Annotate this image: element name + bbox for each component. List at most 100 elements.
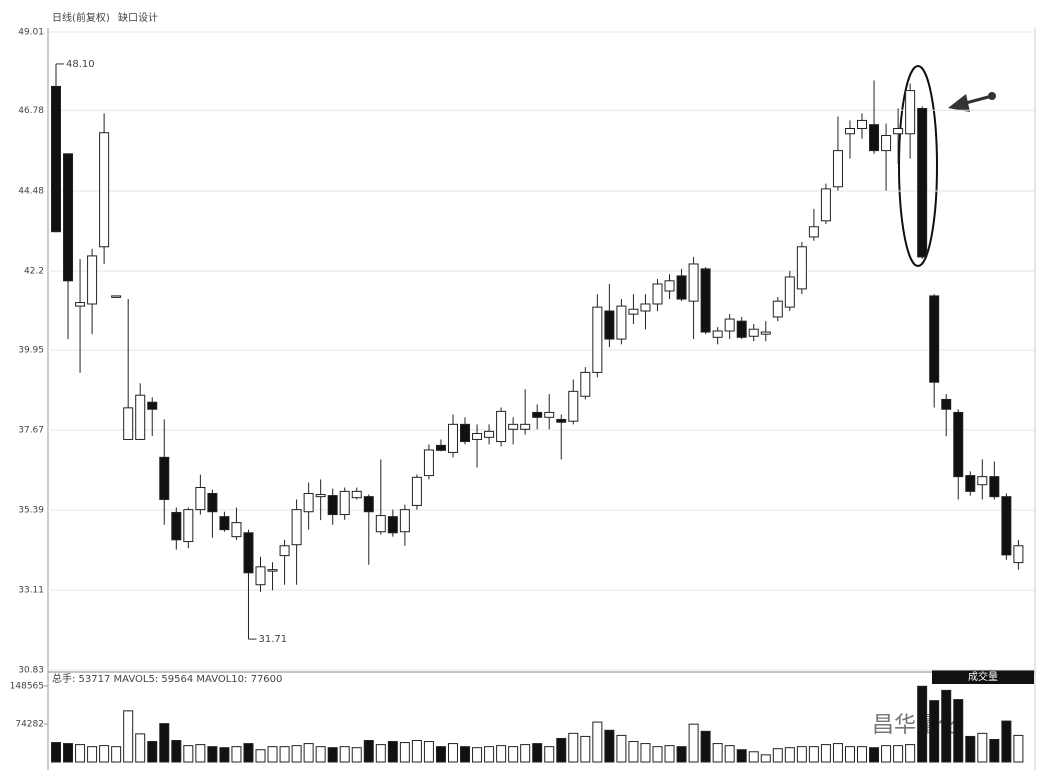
y-tick-label: 30.83	[18, 666, 44, 676]
volume-bar	[279, 746, 290, 763]
volume-bar	[447, 743, 458, 763]
volume-bar	[953, 699, 964, 763]
y-tick-label: 39.95	[18, 345, 44, 355]
candle-body	[832, 150, 843, 188]
candle-body	[508, 423, 519, 430]
volume-bar	[676, 746, 687, 763]
volume-bar	[784, 747, 795, 763]
volume-bar	[520, 744, 531, 763]
volume-bar	[640, 743, 651, 763]
volume-bar	[772, 748, 783, 763]
candle-body	[399, 509, 410, 533]
volume-bar	[760, 754, 771, 763]
candle-body	[363, 496, 374, 513]
annotation: 48.10	[66, 59, 95, 70]
volume-bar	[207, 746, 218, 763]
volume-bar	[628, 741, 639, 763]
candle-body	[111, 295, 122, 298]
candle-body	[664, 280, 675, 292]
candle-body	[760, 331, 771, 335]
candle-body	[1001, 496, 1012, 556]
volume-bar	[580, 735, 591, 763]
candle-body	[772, 300, 783, 318]
volume-bar	[941, 689, 952, 763]
arrow-dot	[988, 92, 996, 100]
volume-bar	[484, 746, 495, 763]
candle-body	[387, 516, 398, 534]
candle-body	[700, 268, 711, 333]
candle-body	[435, 444, 446, 451]
candle-body	[51, 85, 61, 233]
candle-body	[327, 495, 338, 516]
candle-body	[339, 490, 350, 516]
candle-body	[857, 119, 868, 130]
volume-bar	[664, 745, 675, 763]
candle-body	[977, 476, 988, 486]
volume-bar	[363, 740, 374, 763]
volume-header: 总手: 53717 MAVOL5: 59564 MAVOL10: 77600	[52, 672, 282, 685]
candle-body	[87, 255, 98, 305]
candle-body	[375, 515, 386, 533]
volume-bar	[183, 745, 194, 763]
candle-body	[135, 394, 146, 440]
volume-bar	[460, 746, 471, 763]
candle-body	[941, 398, 952, 410]
volume-bar	[917, 685, 928, 763]
volume-bar	[652, 746, 663, 763]
candle-body	[520, 423, 531, 430]
y-tick-label: 33.11	[18, 585, 44, 595]
candle-body	[291, 509, 302, 546]
volume-bar	[496, 745, 507, 763]
candle-body	[447, 423, 458, 453]
volume-bar	[568, 732, 579, 763]
volume-bar	[267, 746, 278, 763]
volume-bar	[291, 745, 302, 763]
volume-bar	[75, 744, 86, 763]
volume-bar	[303, 743, 314, 763]
volume-bar	[87, 746, 98, 763]
label-box	[932, 670, 1034, 684]
candle-body	[556, 418, 567, 423]
annotation: 31.71	[258, 634, 287, 645]
candle-body	[652, 283, 663, 305]
volume-bar	[135, 733, 146, 763]
chart-title: 日线(前复权)	[52, 11, 110, 24]
volume-bar	[893, 745, 904, 763]
candle-body	[315, 494, 326, 498]
volume-bar	[869, 747, 880, 763]
candle-body	[712, 330, 723, 338]
volume-bar	[688, 723, 699, 763]
volume-bar	[387, 741, 398, 763]
candle-body	[592, 306, 603, 373]
candle-body	[929, 295, 940, 383]
volume-bar	[556, 737, 567, 763]
volume-bar	[532, 743, 543, 763]
y-tick-label: 44.48	[18, 186, 44, 196]
arrow-head	[948, 94, 970, 112]
candle-body	[893, 128, 904, 135]
volume-bar	[99, 745, 110, 763]
candle-body	[207, 492, 218, 513]
candle-body	[63, 153, 74, 282]
candle-body	[544, 411, 555, 418]
candle-body	[869, 124, 880, 152]
candle-body	[159, 456, 170, 500]
candle-body	[411, 476, 422, 506]
y-tick-label: 46.78	[18, 106, 44, 116]
volume-bar	[712, 743, 723, 763]
candle-body	[243, 532, 254, 574]
volume-bar	[616, 734, 627, 763]
volume-bar	[905, 744, 916, 763]
candle-body	[351, 490, 362, 499]
chart-subtitle: 缺口设计	[118, 11, 158, 24]
candle-body	[640, 303, 651, 312]
candle-body	[231, 522, 242, 538]
volume-bar	[604, 729, 615, 763]
candle-body	[279, 545, 290, 557]
candle-body	[303, 492, 314, 513]
volume-bar	[159, 723, 170, 763]
candle-body	[75, 302, 86, 307]
candle-body	[808, 226, 819, 238]
candle-body	[147, 401, 158, 410]
